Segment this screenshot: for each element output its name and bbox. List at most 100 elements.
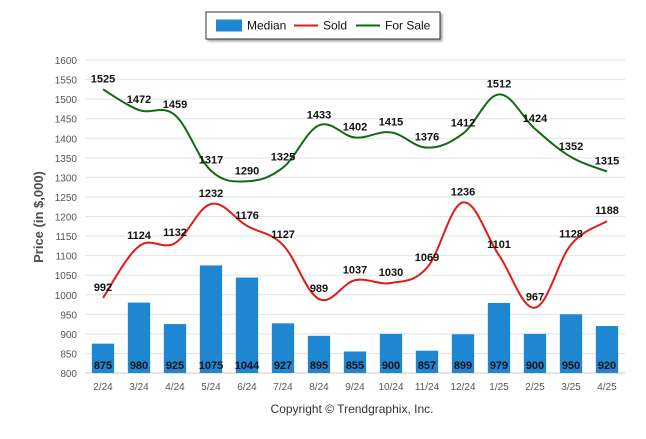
for-sale-value-label: 1325 [271,152,295,164]
x-tick-label: 4/25 [597,382,617,393]
for-sale-value-label: 1402 [343,121,367,133]
y-tick-label: 1550 [55,76,78,87]
median-bar [271,323,295,373]
x-tick-label: 6/24 [237,382,257,393]
median-value-label: 899 [454,360,472,372]
for-sale-value-label: 1415 [379,116,403,128]
median-bar [415,350,439,373]
median-bar [595,326,619,373]
median-bar [523,333,547,373]
sold-value-label: 989 [310,283,328,295]
y-tick-label: 1100 [55,252,77,263]
median-bar [559,314,583,373]
median-value-label: 920 [598,360,616,372]
median-value-label: 900 [382,360,400,372]
x-axis-ticks: 2/24 3/24 4/24 5/24 6/24 7/24 8/24 9/24 10/24 11/… [93,382,617,393]
for-sale-value-label: 1352 [559,141,583,153]
sold-value-label: 1232 [199,188,223,200]
median-value-label: 950 [562,360,580,372]
sold-value-label: 1132 [163,227,187,239]
for-sale-value-label: 1424 [523,113,548,125]
median-bar [127,302,151,373]
x-tick-label: 4/24 [165,382,185,393]
legend-box [205,11,441,40]
median-bar [307,335,331,373]
x-tick-label: 3/24 [129,382,149,393]
median-value-label: 1044 [235,360,260,372]
for-sale-value-label: 1317 [199,155,223,167]
y-tick-label: 1250 [55,193,78,204]
legend-median-swatch [216,19,242,32]
for-sale-value-label: 1459 [163,99,187,111]
sold-line [102,201,608,309]
x-tick-label: 1/25 [489,382,509,393]
y-tick-label: 1050 [55,271,78,282]
median-bar [91,343,115,373]
trend-lines [102,88,608,309]
sold-value-label: 967 [526,292,544,304]
y-axis-label: Price (in $,000) [31,171,46,263]
for-sale-value-label: 1376 [415,132,439,144]
for-sale-value-label: 1433 [307,109,331,121]
median-bar [487,302,511,373]
x-tick-label: 2/24 [93,382,113,393]
median-value-label: 857 [418,360,436,372]
x-tick-label: 8/24 [309,382,329,393]
y-tick-label: 800 [60,369,77,380]
sold-value-label: 1037 [343,264,367,276]
y-tick-label: 1350 [55,154,78,165]
y-tick-label: 1400 [55,134,78,145]
legend: Median Sold For Sale [205,11,441,40]
data-labels: 875 980 925 1075 1044 927 895 855 900 857 899 979 90… [91,73,619,372]
x-tick-label: 11/24 [415,382,440,393]
sold-value-label: 1069 [415,252,439,264]
sold-value-label: 1188 [595,205,619,217]
median-bar [343,351,367,373]
for-sale-value-label: 1315 [595,156,619,168]
legend-for-sale-label: For Sale [385,19,431,33]
sold-value-label: 1128 [559,229,583,241]
x-tick-label: 7/24 [273,382,293,393]
for-sale-value-label: 1290 [235,165,259,177]
sold-value-label: 1030 [379,267,403,279]
for-sale-value-label: 1525 [91,73,115,85]
sold-value-label: 1101 [487,239,511,251]
median-value-label: 1075 [199,360,223,372]
median-value-label: 875 [94,360,112,372]
median-bar [199,265,223,373]
y-tick-label: 1150 [55,232,77,243]
legend-sold-label: Sold [323,19,347,33]
copyright-text: Copyright © Trendgraphix, Inc. [271,402,434,416]
y-tick-label: 1500 [55,95,78,106]
median-bars [91,265,619,373]
y-tick-label: 1000 [55,291,78,302]
y-tick-label: 1450 [55,115,78,126]
median-value-label: 980 [130,360,148,372]
median-value-label: 855 [346,360,364,372]
sold-value-label: 1236 [451,186,475,198]
y-tick-label: 900 [60,330,77,341]
for-sale-line [102,88,608,183]
sold-value-label: 1124 [127,230,152,242]
median-value-label: 900 [526,360,544,372]
x-tick-label: 2/25 [525,382,545,393]
x-tick-label: 3/25 [561,382,581,393]
x-tick-label: 10/24 [378,382,403,393]
median-bar [451,334,475,373]
x-tick-label: 12/24 [450,382,475,393]
for-sale-value-label: 1472 [127,94,151,106]
x-tick-label: 5/24 [201,382,221,393]
median-bar [379,333,403,373]
median-value-label: 895 [310,360,328,372]
sold-value-label: 992 [94,282,112,294]
x-tick-label: 9/24 [345,382,365,393]
y-tick-label: 850 [60,349,77,360]
median-bar [163,324,187,373]
legend-median-label: Median [247,19,286,33]
median-value-label: 979 [490,360,508,372]
sold-value-label: 1127 [271,229,295,241]
sold-value-label: 1176 [235,210,259,222]
y-tick-label: 950 [60,310,77,321]
